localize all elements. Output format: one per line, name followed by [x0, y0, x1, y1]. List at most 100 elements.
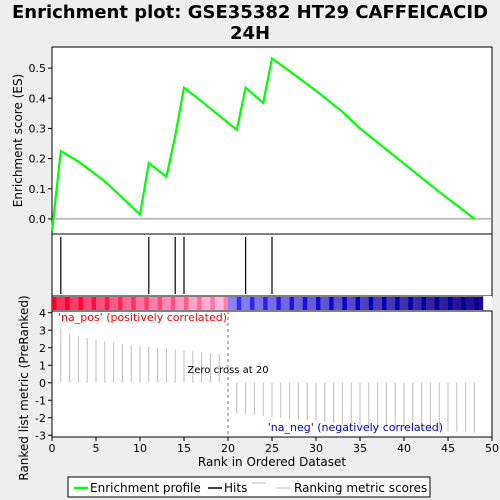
- heat-bar-segment: [175, 297, 180, 310]
- chart-title-line: Enrichment plot: GSE35382 HT29 CAFFEICAC…: [12, 2, 488, 23]
- heat-bar-segment: [267, 297, 273, 310]
- heat-bar-segment: [320, 297, 326, 310]
- heat-bar-segment: [258, 297, 264, 310]
- legend-label-enrichment: Enrichment profile: [90, 481, 201, 495]
- heat-bar-segment: [439, 297, 444, 310]
- heat-bar-segment: [289, 297, 295, 310]
- heat-bar-segment: [302, 297, 308, 310]
- heat-bar-segment: [324, 297, 330, 310]
- heat-bar-segment: [280, 297, 286, 310]
- heat-bar-segment: [386, 297, 392, 310]
- heat-bar-segment: [452, 297, 458, 310]
- heat-bar-segment: [162, 297, 167, 310]
- heat-bar-segment: [272, 297, 277, 310]
- heat-bar-segment: [333, 297, 339, 310]
- ranked-y-tick-label: 4: [39, 307, 46, 320]
- rank-heatmap-bar: [51, 295, 492, 312]
- es-plot-area: [51, 46, 493, 235]
- heat-bar-segment: [74, 297, 79, 310]
- heat-bar-segment: [338, 297, 343, 310]
- heat-bar-segment: [316, 297, 321, 310]
- heat-bar-segment: [148, 297, 154, 310]
- x-tick-label: 35: [353, 442, 367, 455]
- es-y-tick-label: 0.2: [29, 153, 47, 166]
- heat-bar-segment: [448, 297, 453, 310]
- es-y-tick-label: 0.1: [29, 183, 47, 196]
- heat-bar-segment: [364, 297, 370, 310]
- heat-bar-segment: [126, 297, 132, 310]
- heat-bar-segment: [355, 297, 361, 310]
- heat-bar-segment: [87, 297, 92, 310]
- heat-bar-segment: [342, 297, 348, 310]
- heat-bar-segment: [228, 297, 233, 310]
- heat-bar-segment: [214, 297, 220, 310]
- x-tick-label: 25: [265, 442, 279, 455]
- heat-bar-segment: [382, 297, 387, 310]
- heat-bar-segment: [245, 297, 251, 310]
- heat-bar-segment: [109, 297, 114, 310]
- ranked-y-tick-label: 0: [39, 377, 46, 390]
- heat-bar-segment: [360, 297, 365, 310]
- heat-bar-tail: [483, 296, 492, 311]
- neg-correlated-label: 'na_neg' (negatively correlated): [268, 421, 443, 434]
- heat-bar-segment: [250, 297, 255, 310]
- heat-bar-segment: [474, 297, 480, 310]
- heat-bar-segment: [417, 297, 422, 310]
- x-tick-label: 20: [221, 442, 235, 455]
- heat-bar-segment: [404, 297, 409, 310]
- legend-label-ranking: Ranking metric scores: [294, 481, 427, 495]
- ranked-y-tick-label: 2: [39, 342, 46, 355]
- heat-bar-segment: [113, 297, 119, 310]
- x-axis: 0 5 10 15 20 25 30 35 40 45 50 Rank in Ordered Data…: [49, 437, 499, 469]
- heat-bar-segment: [443, 297, 449, 310]
- x-tick-label: 15: [177, 442, 191, 455]
- heat-bar-segment: [65, 297, 70, 310]
- heat-bar-segment: [170, 297, 176, 310]
- heat-bar-segment: [100, 297, 106, 310]
- ranked-y-tick-label: -2: [35, 412, 46, 425]
- es-panel: 0.0 0.1 0.2 0.3 0.4 0.5 Enrichment score (ES): [11, 46, 493, 235]
- heat-bar-segment: [298, 297, 304, 310]
- es-y-axis-label: Enrichment score (ES): [11, 74, 25, 207]
- heat-bar-segment: [434, 297, 440, 310]
- heat-bar-segment: [91, 297, 97, 310]
- heat-bar-segment: [408, 297, 414, 310]
- heat-bar-segment: [179, 297, 185, 310]
- pos-correlated-label: 'na_pos' (positively correlated): [58, 311, 227, 324]
- heat-bar-segment: [368, 297, 374, 310]
- heat-bar-segment: [399, 297, 405, 310]
- heat-bar-segment: [140, 297, 145, 310]
- es-y-tick-label: 0.4: [29, 92, 47, 105]
- es-y-tick-label: 0.3: [29, 122, 47, 135]
- heat-bar-segment: [461, 297, 466, 310]
- heat-bar-segment: [263, 297, 268, 310]
- heat-bar-segment: [157, 297, 163, 310]
- zero-cross-label: Zero cross at 20: [187, 365, 268, 376]
- heat-bar-segment: [307, 297, 312, 310]
- chart-title: Enrichment plot: GSE35382 HT29 CAFFEICAC…: [12, 2, 488, 44]
- heat-bar-segment: [96, 297, 101, 310]
- legend-box: [67, 476, 431, 498]
- heat-bar-segment: [395, 297, 400, 310]
- heat-bar-segment: [232, 297, 238, 310]
- legend-label-hits: Hits: [224, 481, 247, 495]
- heat-bar-segment: [144, 297, 150, 310]
- heat-bar-segment: [135, 297, 141, 310]
- heat-bar-segment: [465, 297, 471, 310]
- heat-bar-segment: [197, 297, 202, 310]
- heat-bar-segment: [329, 297, 334, 310]
- heat-bar-segment: [104, 297, 110, 310]
- heat-bar-segment: [118, 297, 123, 310]
- x-tick-label: 10: [133, 442, 147, 455]
- x-tick-label: 5: [93, 442, 100, 455]
- ranked-y-tick-label: -1: [35, 394, 46, 407]
- heat-bar-segment: [236, 297, 242, 310]
- heat-bar-segment: [351, 297, 356, 310]
- heat-bar-segment: [219, 297, 224, 310]
- heat-bar-segment: [188, 297, 194, 310]
- ranked-y-tick-label: 1: [39, 359, 46, 372]
- heat-bar-segment: [82, 297, 88, 310]
- heat-bar-segment: [470, 297, 475, 310]
